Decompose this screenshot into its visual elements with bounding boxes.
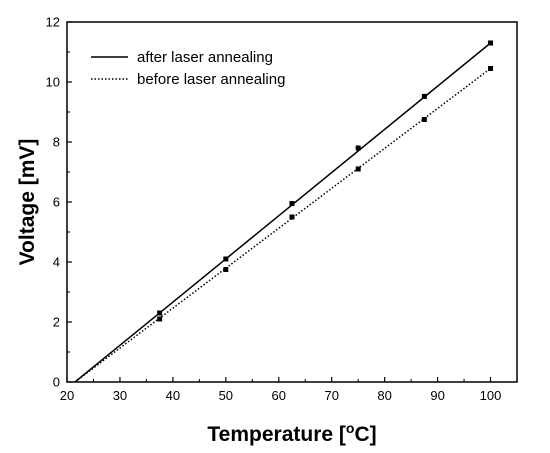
data-point-1 bbox=[157, 316, 163, 322]
x-tick-label: 90 bbox=[430, 388, 444, 403]
series-lines bbox=[74, 42, 492, 383]
y-tick-label: 4 bbox=[53, 255, 60, 270]
data-point-0 bbox=[289, 201, 295, 206]
y-tick-label: 12 bbox=[46, 15, 60, 30]
data-point-0 bbox=[355, 145, 361, 151]
y-tick-label: 8 bbox=[53, 135, 60, 150]
data-point-1 bbox=[355, 166, 361, 172]
x-tick-label: 20 bbox=[60, 388, 74, 403]
axis-ticks: 20 30 40 50 60 70 80 90 100 0 2 4 6 8 10 12 bbox=[46, 15, 502, 404]
series-line-0 bbox=[74, 42, 492, 383]
x-tick-label: 50 bbox=[219, 388, 233, 403]
x-tick-label: 80 bbox=[377, 388, 391, 403]
y-tick-label: 10 bbox=[46, 75, 60, 90]
series-line-1 bbox=[74, 67, 491, 383]
data-point-0 bbox=[421, 93, 427, 99]
data-point-0 bbox=[157, 310, 163, 316]
data-point-0 bbox=[488, 40, 494, 46]
x-axis-title: Temperature [oC] bbox=[207, 420, 376, 446]
data-markers bbox=[157, 40, 494, 322]
x-tick-label: 30 bbox=[113, 388, 127, 403]
data-point-1 bbox=[421, 117, 427, 122]
y-tick-label: 0 bbox=[53, 375, 60, 390]
data-point-1 bbox=[289, 214, 295, 220]
x-tick-label: 40 bbox=[166, 388, 180, 403]
x-tick-label: 100 bbox=[480, 388, 502, 403]
x-tick-label: 60 bbox=[272, 388, 286, 403]
data-point-1 bbox=[223, 267, 229, 272]
legend: after laser annealing before laser annea… bbox=[91, 49, 285, 88]
legend-label-after: after laser annealing bbox=[137, 49, 273, 66]
y-axis-title: Voltage [mV] bbox=[16, 139, 39, 266]
y-tick-label: 2 bbox=[53, 315, 60, 330]
x-tick-label: 70 bbox=[324, 388, 338, 403]
data-point-1 bbox=[488, 66, 494, 71]
legend-label-before: before laser annealing bbox=[137, 71, 285, 88]
y-tick-label: 6 bbox=[53, 195, 60, 210]
data-point-0 bbox=[223, 256, 229, 262]
